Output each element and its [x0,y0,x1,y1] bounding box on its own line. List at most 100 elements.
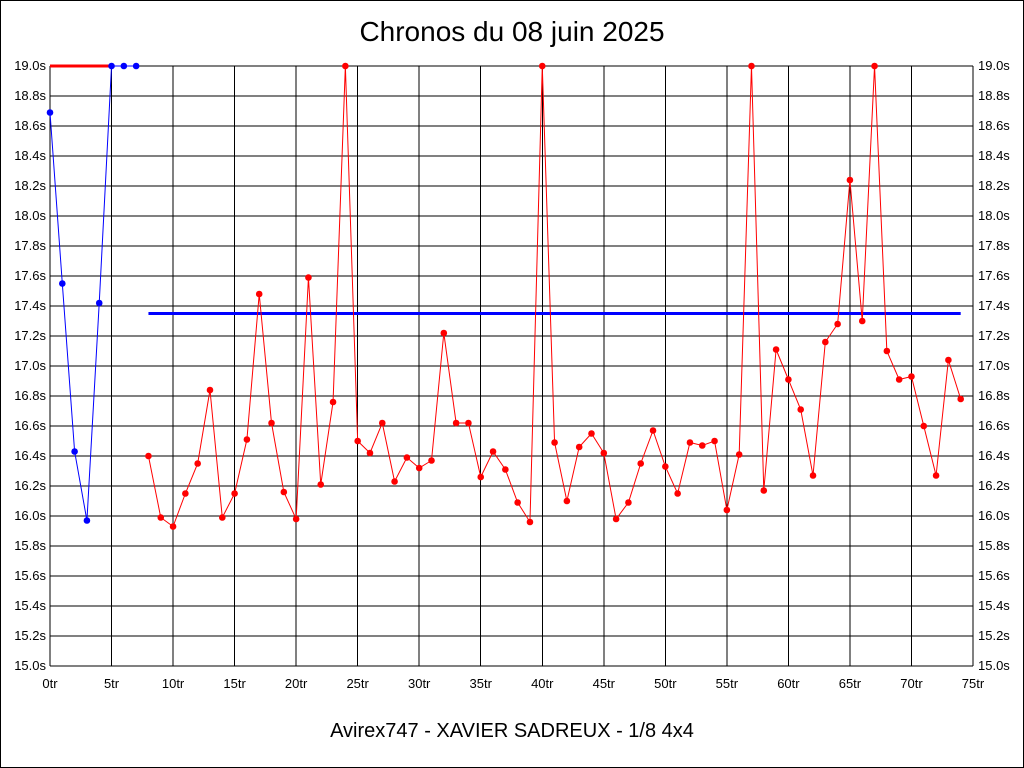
data-point [538,62,546,70]
x-tick-label: 20tr [285,676,308,691]
data-point [391,478,398,485]
data-point [378,419,386,427]
data-point [846,176,854,184]
y-tick-label-right: 15.4s [978,598,1010,613]
y-tick-label-right: 15.2s [978,628,1010,643]
data-point [711,437,718,445]
series-line-0 [49,65,137,521]
data-point [834,320,841,328]
data-point [83,517,91,524]
y-tick-label-left: 18.4s [14,148,46,163]
y-tick-label-right: 15.8s [978,538,1010,553]
data-point [108,62,115,70]
data-point [575,443,583,451]
data-point [760,487,768,494]
y-tick-label-left: 17.8s [14,238,46,253]
data-point [218,514,226,521]
x-tick-label: 30tr [408,676,431,691]
y-tick-label-left: 15.4s [14,598,46,613]
x-tick-label: 60tr [777,676,800,691]
data-point [366,449,374,457]
y-tick-label-left: 16.0s [14,508,46,523]
data-point [649,427,657,434]
data-point [772,346,780,353]
data-point [342,62,349,70]
data-point [440,329,448,337]
y-tick-label-right: 19.0s [978,58,1010,73]
x-tick-label: 15tr [223,676,246,691]
y-tick-label-left: 17.4s [14,298,46,313]
data-point [563,497,571,505]
x-tick-label: 25tr [346,676,369,691]
data-point [182,490,189,497]
y-tick-label-left: 16.8s [14,388,46,403]
data-point [157,514,165,521]
data-point [465,419,472,427]
data-point [785,376,792,383]
data-point [945,356,952,364]
chart-title: Chronos du 08 juin 2025 [359,16,665,47]
data-point [46,109,54,116]
data-point [883,347,891,355]
data-point [95,299,103,307]
data-point [317,481,325,488]
data-point [231,490,238,497]
data-point [477,473,485,481]
data-point [932,472,940,479]
data-point [502,466,509,473]
y-tick-label-left: 15.8s [14,538,46,553]
y-tick-label-left: 18.6s [14,118,46,133]
y-tick-label-left: 17.0s [14,358,46,373]
data-point [822,338,829,346]
data-point [132,62,140,70]
x-tick-label: 65tr [839,676,862,691]
x-tick-label: 0tr [42,676,58,691]
data-point [280,488,288,496]
data-point [71,448,78,455]
data-point [59,280,66,287]
x-tick-label: 5tr [104,676,120,691]
data-point [194,460,201,467]
y-tick-label-left: 15.0s [14,658,46,673]
chart-subtitle: Avirex747 - XAVIER SADREUX - 1/8 4x4 [330,720,694,742]
y-tick-label-right: 16.8s [978,388,1010,403]
y-tick-label-left: 16.6s [14,418,46,433]
data-point [452,419,460,427]
data-point [268,419,275,427]
data-point [243,436,251,443]
data-point [415,464,423,472]
data-point [735,451,743,458]
data-point [329,398,337,406]
data-point [403,454,411,461]
y-tick-label-right: 18.8s [978,88,1010,103]
data-point [957,395,964,403]
y-tick-label-right: 18.6s [978,118,1010,133]
x-tick-label: 40tr [531,676,554,691]
data-point [797,406,805,413]
data-point [625,499,632,506]
data-point [169,523,177,530]
y-tick-label-right: 16.6s [978,418,1010,433]
data-point [686,439,694,446]
data-point [600,449,608,457]
data-point [514,499,521,506]
data-point [871,62,878,70]
y-tick-label-left: 16.2s [14,478,46,493]
x-tick-label: 10tr [162,676,185,691]
y-tick-label-right: 17.8s [978,238,1010,253]
data-point [809,472,817,479]
y-tick-label-right: 16.2s [978,478,1010,493]
y-tick-label-right: 17.0s [978,358,1010,373]
data-point [428,457,435,464]
data-point [858,317,866,325]
data-point [908,373,915,380]
data-point [920,422,928,430]
y-tick-label-right: 16.4s [978,448,1010,463]
data-point [489,448,497,455]
data-point [748,62,755,70]
y-tick-label-right: 15.0s [978,658,1010,673]
data-point [255,290,263,298]
data-point [354,437,361,445]
x-tick-label: 75tr [962,676,985,691]
